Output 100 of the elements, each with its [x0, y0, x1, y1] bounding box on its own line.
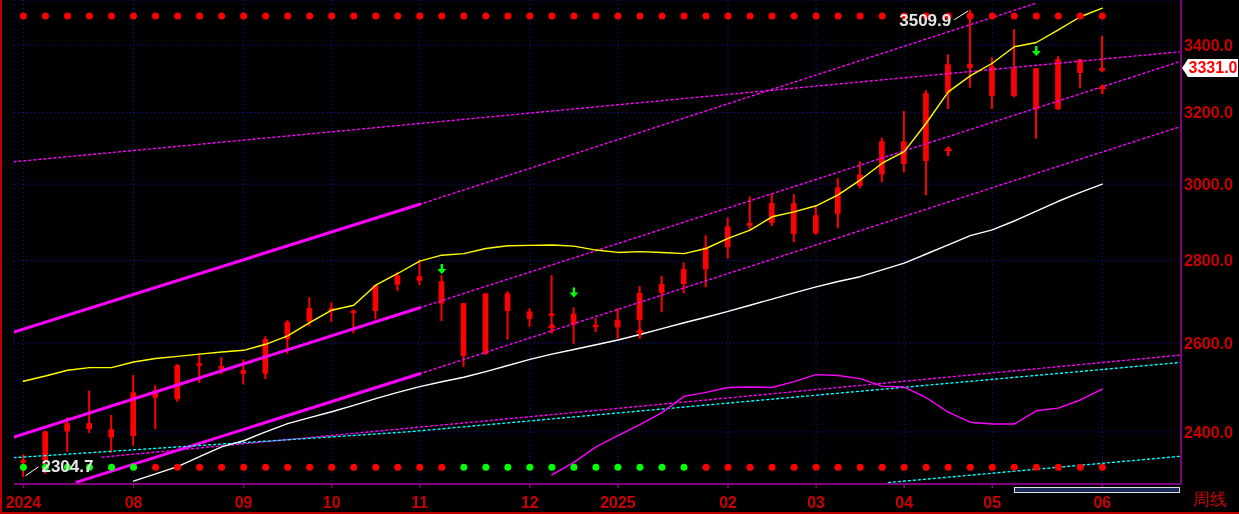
candlestick — [240, 358, 247, 386]
candlestick — [504, 290, 511, 341]
x-tick-label: 06 — [1093, 494, 1112, 511]
point — [1010, 12, 1018, 20]
point — [504, 12, 512, 20]
point — [240, 463, 248, 471]
x-tick-label: 02 — [719, 494, 738, 511]
point — [350, 463, 358, 471]
point — [174, 463, 182, 471]
point — [658, 12, 666, 20]
point — [790, 463, 798, 471]
point — [1010, 463, 1018, 471]
point — [812, 463, 820, 471]
point — [856, 12, 864, 20]
point — [1032, 463, 1040, 471]
point — [1098, 463, 1106, 471]
point — [437, 264, 447, 275]
point — [1076, 463, 1084, 471]
point — [350, 12, 358, 20]
point — [416, 463, 424, 471]
point — [152, 12, 160, 20]
x-tick-label: 11 — [411, 494, 429, 511]
point — [328, 12, 336, 20]
point — [394, 12, 402, 20]
point — [218, 463, 226, 471]
point — [790, 12, 798, 20]
point — [240, 12, 248, 20]
point — [438, 12, 446, 20]
point — [834, 463, 842, 471]
candlestick — [702, 234, 709, 289]
point — [746, 12, 754, 20]
point — [108, 12, 116, 20]
point — [63, 12, 71, 20]
point — [526, 12, 534, 20]
annotation: 3509.9 — [899, 10, 952, 30]
text: 3331.0 — [1188, 59, 1238, 77]
point — [548, 12, 556, 20]
candlestick — [967, 8, 973, 89]
point — [724, 12, 732, 20]
point — [592, 12, 600, 20]
point — [768, 463, 776, 471]
candlestick — [20, 453, 26, 478]
point — [988, 12, 996, 20]
point — [41, 12, 49, 20]
point — [547, 322, 557, 333]
point — [702, 463, 710, 471]
point — [262, 463, 270, 471]
candlestick — [746, 195, 753, 232]
point — [1054, 463, 1062, 471]
line-series — [22, 7, 1104, 382]
point — [680, 12, 688, 20]
point — [284, 463, 292, 471]
x-tick-label: 12 — [520, 494, 539, 511]
point — [328, 463, 336, 471]
y-tick-label: 2800.0 — [1184, 252, 1234, 270]
point — [944, 463, 952, 471]
point — [85, 12, 93, 20]
candlestick — [394, 270, 401, 292]
point — [1098, 12, 1106, 20]
point — [812, 12, 820, 20]
candlestick — [812, 205, 819, 236]
point — [460, 12, 468, 20]
candlestick — [196, 353, 203, 385]
point — [1032, 12, 1040, 20]
line-series — [132, 183, 1104, 482]
point — [262, 12, 270, 20]
text: 周线 — [1193, 488, 1227, 509]
point — [922, 463, 930, 471]
point — [614, 12, 622, 20]
point — [196, 12, 204, 20]
point — [570, 12, 578, 20]
point — [306, 12, 314, 20]
point — [768, 12, 776, 20]
candlestick — [86, 389, 93, 434]
point — [988, 463, 996, 471]
point — [196, 463, 204, 471]
point — [878, 12, 886, 20]
point — [878, 463, 886, 471]
point — [130, 12, 138, 20]
x-tick-label: 08 — [124, 494, 143, 511]
point — [19, 12, 27, 20]
point — [438, 463, 446, 471]
x-tick-label: 05 — [983, 494, 1002, 511]
candlestick — [526, 307, 533, 328]
candlestick — [416, 258, 423, 287]
point — [1097, 84, 1107, 95]
point — [482, 12, 490, 20]
x-tick-label: 09 — [234, 494, 253, 511]
candlestick — [1099, 34, 1105, 73]
point — [152, 463, 160, 471]
candlestick — [680, 261, 687, 295]
point — [218, 12, 226, 20]
point — [1031, 46, 1041, 57]
x-tick-label: 2025 — [600, 494, 636, 511]
y-tick-label: 3400.0 — [1184, 36, 1234, 54]
point — [834, 12, 842, 20]
point — [372, 463, 380, 471]
point — [306, 463, 314, 471]
y-tick-label: 2600.0 — [1184, 334, 1234, 352]
point — [372, 12, 380, 20]
